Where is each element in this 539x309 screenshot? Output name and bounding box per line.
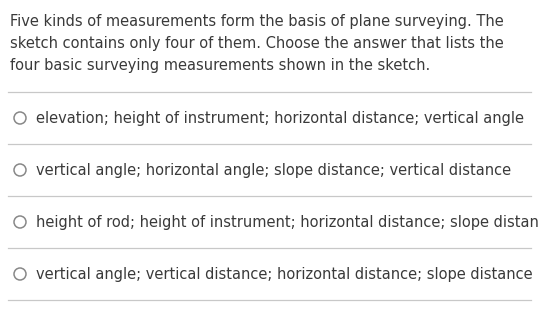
Text: sketch contains only four of them. Choose the answer that lists the: sketch contains only four of them. Choos… [10, 36, 504, 51]
Text: Five kinds of measurements form the basis of plane surveying. The: Five kinds of measurements form the basi… [10, 14, 504, 29]
Text: vertical angle; vertical distance; horizontal distance; slope distance: vertical angle; vertical distance; horiz… [36, 266, 533, 281]
Text: vertical angle; horizontal angle; slope distance; vertical distance: vertical angle; horizontal angle; slope … [36, 163, 511, 177]
Text: four basic surveying measurements shown in the sketch.: four basic surveying measurements shown … [10, 58, 430, 73]
Text: height of rod; height of instrument; horizontal distance; slope distance: height of rod; height of instrument; hor… [36, 214, 539, 230]
Text: elevation; height of instrument; horizontal distance; vertical angle: elevation; height of instrument; horizon… [36, 111, 524, 125]
